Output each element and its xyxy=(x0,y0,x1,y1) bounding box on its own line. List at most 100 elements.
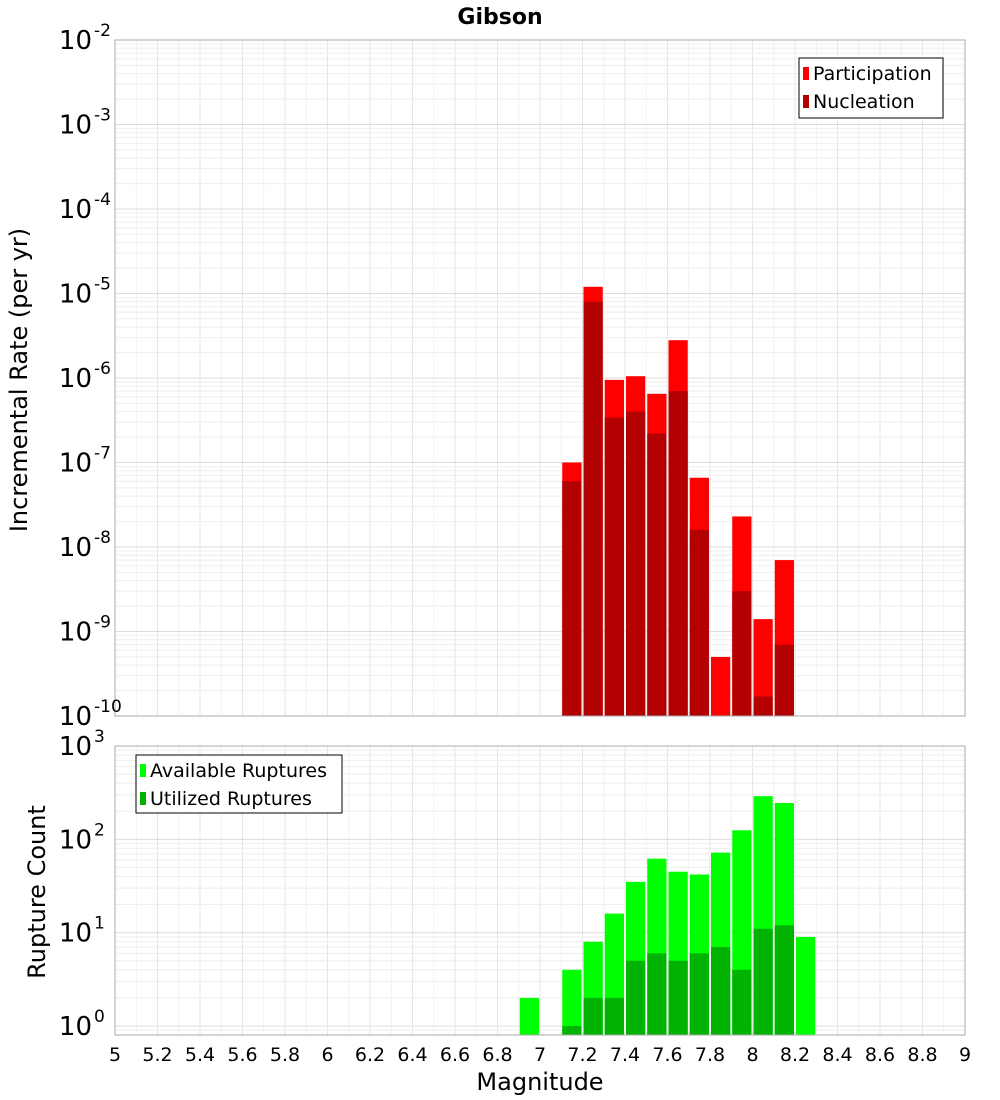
x-tick-labels: 5 5.2 5.4 5.6 5.8 6 6.2 6.4 6.6 6.8 7 7.2 7.4 7.6 7.8 8… xyxy=(109,1044,971,1066)
y-tick-exponent: -3 xyxy=(94,106,111,126)
bar-nucleation xyxy=(668,391,688,716)
x-tick-label: 6 xyxy=(321,1044,333,1066)
bar-utilized-ruptures xyxy=(774,925,794,1035)
bar-utilized-ruptures xyxy=(689,953,709,1035)
y-tick-base: 10 xyxy=(59,919,92,949)
y-tick-base: 10 xyxy=(59,825,92,855)
x-axis-label: Magnitude xyxy=(476,1068,603,1096)
bottom-legend: Available Ruptures Utilized Ruptures xyxy=(135,754,343,814)
top-bars xyxy=(562,286,794,716)
nucleation-swatch xyxy=(803,95,809,108)
bar-nucleation xyxy=(626,411,646,716)
y-tick-exponent: -10 xyxy=(94,697,122,717)
y-tick-base: 10 xyxy=(59,1012,92,1042)
y-tick-exponent: 3 xyxy=(94,727,105,747)
x-tick-label: 6.8 xyxy=(482,1044,512,1066)
y-tick-exponent: -8 xyxy=(94,528,111,548)
top-legend: Participation Nucleation xyxy=(798,57,944,119)
x-tick-label: 6.2 xyxy=(355,1044,385,1066)
bar-utilized-ruptures xyxy=(583,997,603,1035)
x-tick-label: 8 xyxy=(746,1044,758,1066)
utilized-legend-label: Utilized Ruptures xyxy=(150,788,312,810)
x-tick-label: 7.4 xyxy=(610,1044,640,1066)
bottom-y-tick: 10 1 xyxy=(59,914,105,949)
x-tick-label: 8.4 xyxy=(822,1044,852,1066)
x-tick-label: 8.2 xyxy=(780,1044,810,1066)
top-y-tick: 10 -4 xyxy=(59,190,111,225)
bar-utilized-ruptures xyxy=(732,969,752,1035)
y-tick-base: 10 xyxy=(59,280,92,310)
top-y-tick: 10 -3 xyxy=(59,106,111,141)
bottom-bars xyxy=(519,796,816,1035)
bar-nucleation xyxy=(647,433,667,716)
bar-nucleation xyxy=(774,644,794,716)
bar-nucleation xyxy=(562,481,582,716)
bar-utilized-ruptures xyxy=(647,953,667,1035)
bottom-y-tick: 10 0 xyxy=(59,1007,105,1042)
nucleation-legend-label: Nucleation xyxy=(813,91,915,113)
bar-nucleation xyxy=(732,591,752,716)
y-tick-base: 10 xyxy=(59,26,92,56)
top-y-tick: 10 -8 xyxy=(59,528,111,563)
y-tick-base: 10 xyxy=(59,449,92,479)
y-tick-exponent: -5 xyxy=(94,275,111,295)
bottom-y-axis-label: Rupture Count xyxy=(23,805,51,979)
x-tick-label: 7.2 xyxy=(567,1044,597,1066)
y-tick-base: 10 xyxy=(59,364,92,394)
bar-utilized-ruptures xyxy=(626,960,646,1035)
y-tick-exponent: -9 xyxy=(94,613,111,633)
available-swatch xyxy=(140,764,146,777)
bottom-y-tick: 10 3 xyxy=(59,727,105,762)
x-tick-label: 5.2 xyxy=(142,1044,172,1066)
x-tick-label: 9 xyxy=(959,1044,971,1066)
bar-nucleation xyxy=(583,301,603,716)
top-y-tick: 10 -7 xyxy=(59,444,111,479)
y-tick-exponent: 2 xyxy=(94,820,105,840)
bar-nucleation xyxy=(604,417,624,716)
participation-swatch xyxy=(803,67,809,80)
y-tick-exponent: -6 xyxy=(94,359,111,379)
x-tick-label: 6.6 xyxy=(440,1044,470,1066)
top-y-tick: 10 -6 xyxy=(59,359,111,394)
bar-utilized-ruptures xyxy=(711,947,731,1035)
bottom-legend-box xyxy=(135,754,343,814)
top-legend-box xyxy=(798,57,944,119)
y-tick-base: 10 xyxy=(59,533,92,563)
bar-nucleation xyxy=(689,529,709,716)
bar-participation xyxy=(711,656,731,716)
y-tick-exponent: -4 xyxy=(94,190,111,210)
y-tick-base: 10 xyxy=(59,702,92,732)
top-y-tick: 10 -2 xyxy=(59,21,111,56)
y-tick-exponent: 1 xyxy=(94,914,105,934)
x-tick-label: 5 xyxy=(109,1044,121,1066)
top-grid xyxy=(114,39,966,717)
y-tick-exponent: 0 xyxy=(94,1007,105,1027)
top-plot-frame xyxy=(114,39,966,717)
bar-participation xyxy=(753,619,773,716)
chart-title: Gibson xyxy=(457,5,542,30)
top-y-tick: 10 -5 xyxy=(59,275,111,310)
y-tick-base: 10 xyxy=(59,732,92,762)
x-tick-label: 7.6 xyxy=(652,1044,682,1066)
bar-utilized-ruptures xyxy=(753,928,773,1035)
bar-nucleation xyxy=(753,696,773,716)
top-y-tick: 10 -10 xyxy=(59,697,122,732)
x-tick-label: 8.8 xyxy=(907,1044,937,1066)
y-tick-exponent: -7 xyxy=(94,444,111,464)
bottom-y-tick: 10 2 xyxy=(59,820,105,855)
bar-utilized-ruptures xyxy=(562,1025,582,1035)
y-tick-base: 10 xyxy=(59,618,92,648)
x-tick-label: 8.6 xyxy=(865,1044,895,1066)
bar-available-ruptures xyxy=(796,936,816,1035)
x-tick-label: 5.4 xyxy=(185,1044,215,1066)
y-tick-base: 10 xyxy=(59,195,92,225)
bar-available-ruptures xyxy=(562,969,582,1035)
x-tick-label: 7 xyxy=(534,1044,546,1066)
x-tick-label: 6.4 xyxy=(397,1044,427,1066)
x-tick-label: 7.8 xyxy=(695,1044,725,1066)
participation-legend-label: Participation xyxy=(813,63,932,85)
bar-available-ruptures xyxy=(519,997,539,1035)
